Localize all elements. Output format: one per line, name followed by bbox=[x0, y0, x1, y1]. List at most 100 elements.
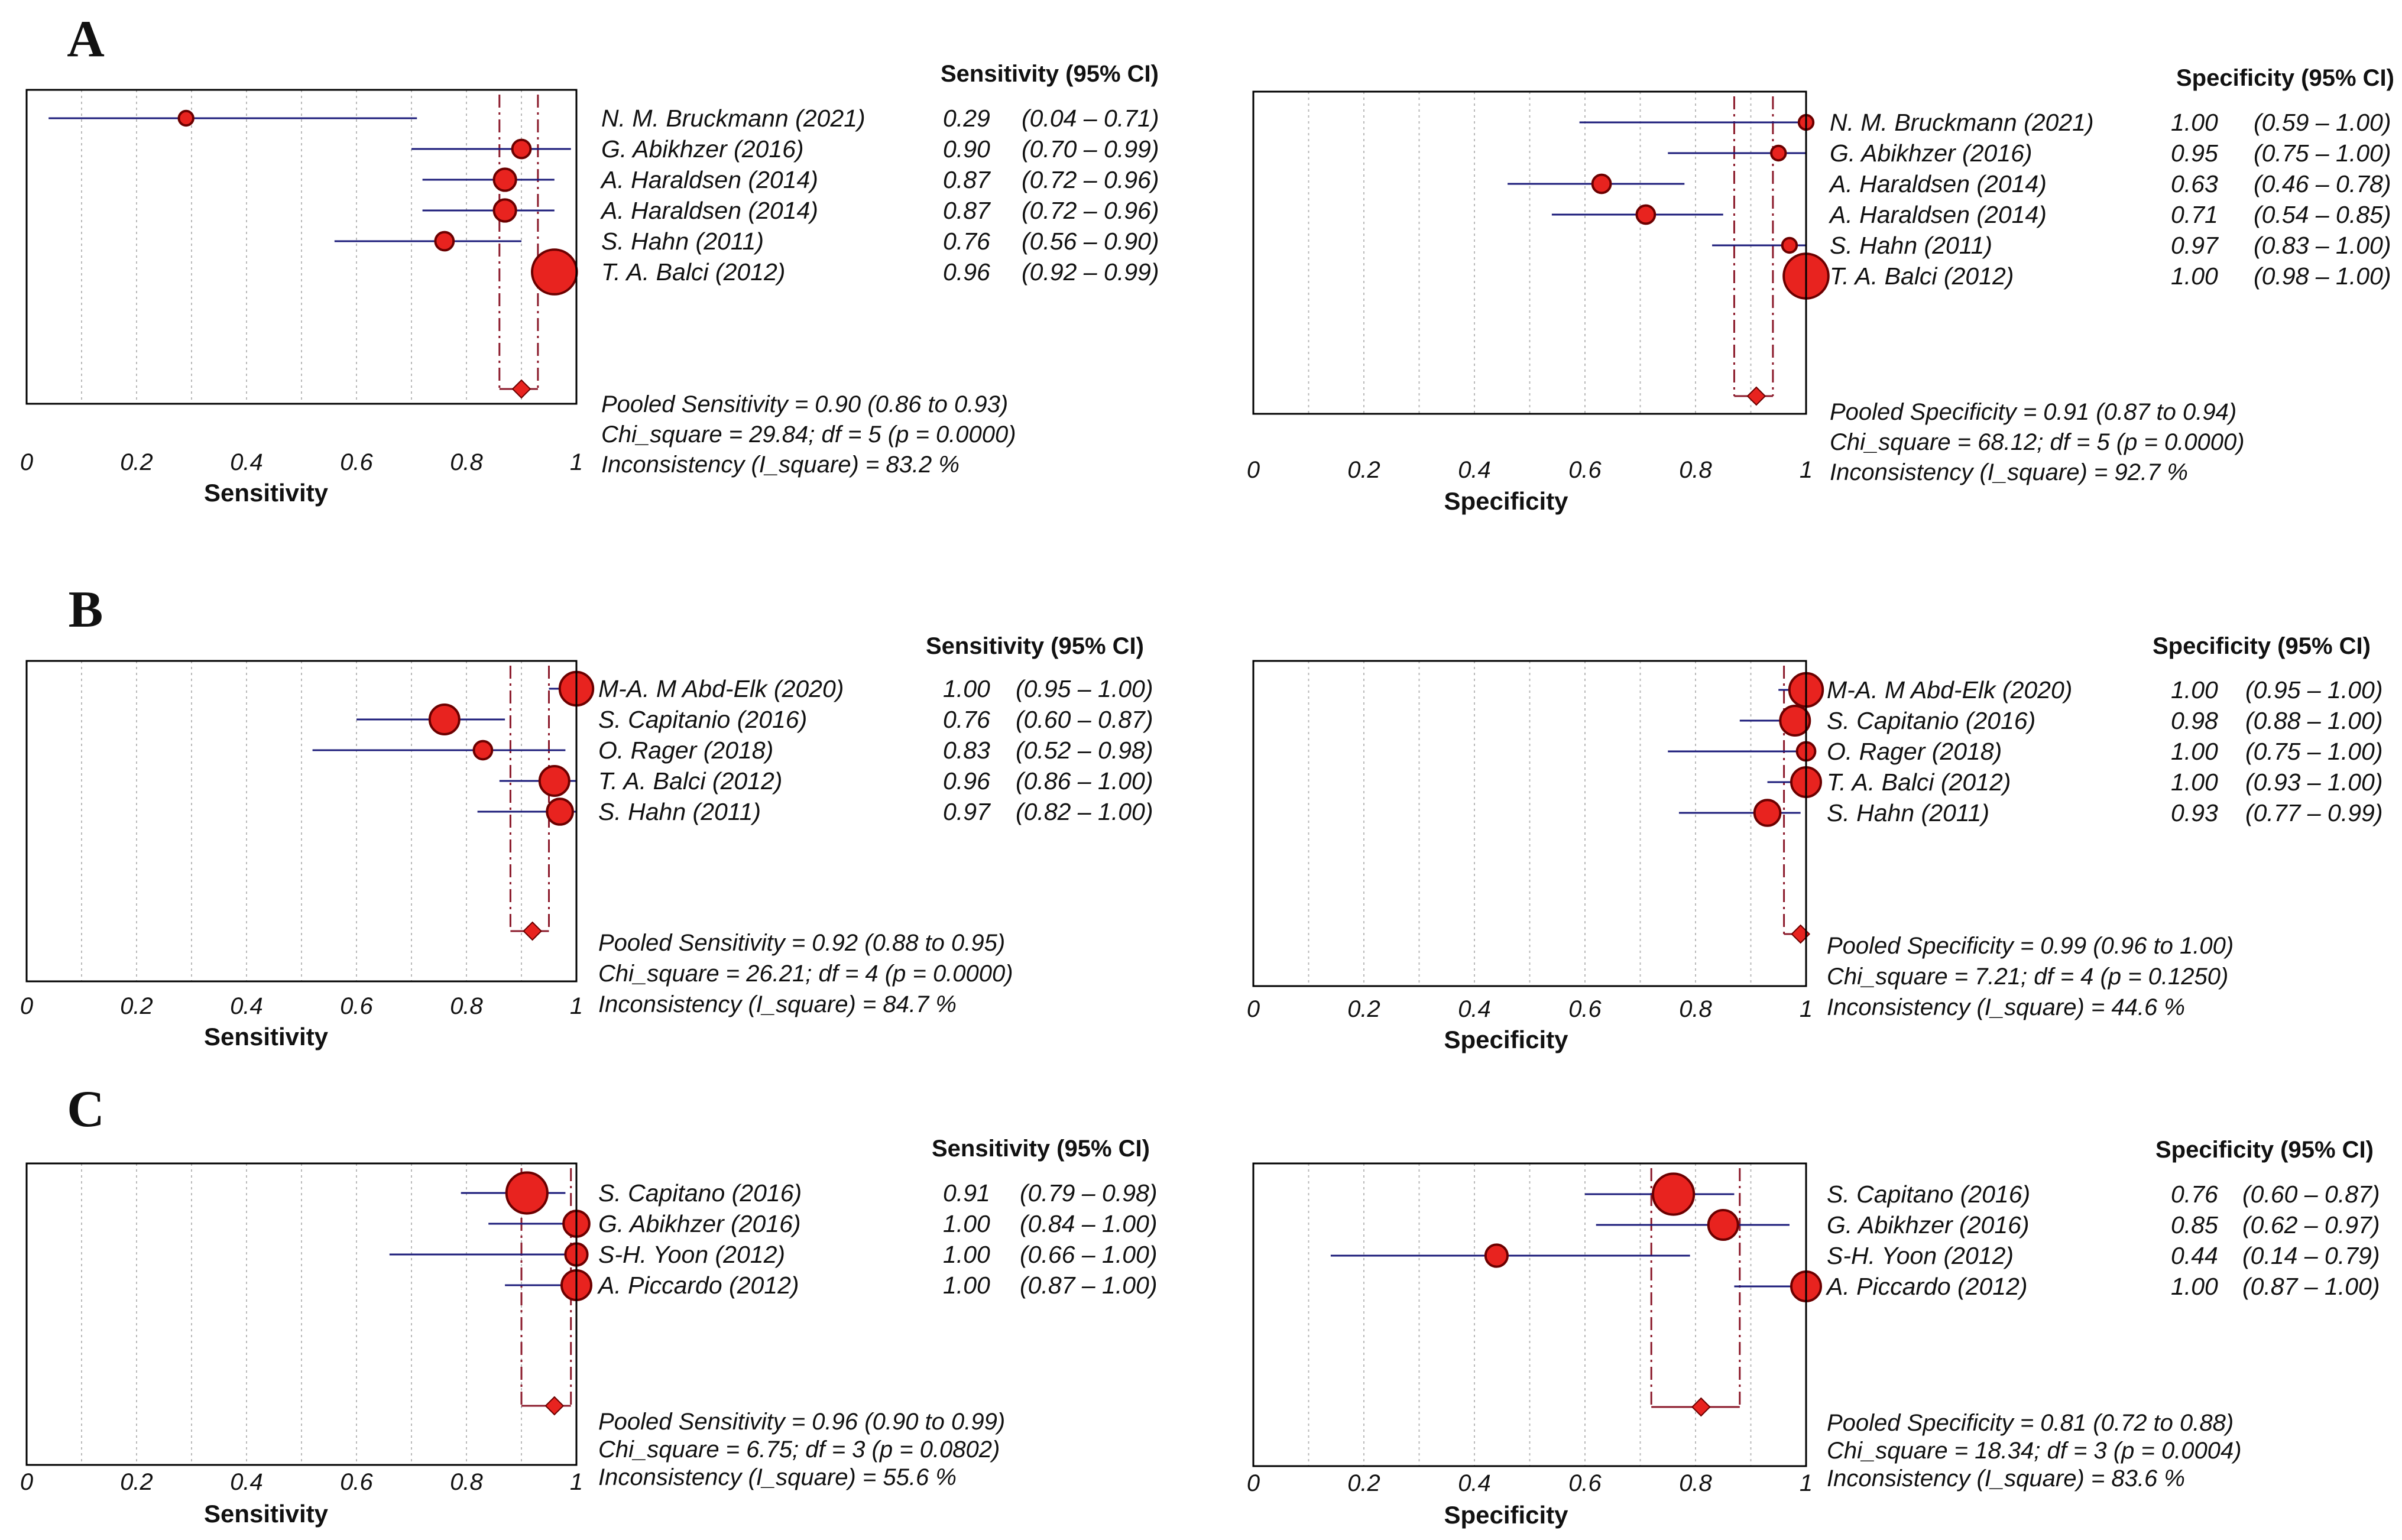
study-estimate-label: 1.00 bbox=[2171, 109, 2218, 136]
study-estimate-marker bbox=[505, 1171, 549, 1215]
pooled-estimate-diamond bbox=[1691, 1397, 1711, 1417]
study-estimate-label: 0.44 bbox=[2171, 1242, 2218, 1269]
study-ci-label: (0.84 – 1.00) bbox=[1020, 1210, 1158, 1237]
study-estimate-label: 0.96 bbox=[943, 767, 990, 795]
study-estimate-marker bbox=[1484, 1243, 1509, 1268]
x-tick-label: 0.4 bbox=[1458, 457, 1491, 483]
x-tick-label: 0 bbox=[1247, 457, 1260, 483]
study-name: N. M. Bruckmann (2021) bbox=[601, 105, 866, 132]
study-estimate-marker bbox=[531, 248, 578, 296]
study-estimate-label: 0.76 bbox=[2171, 1181, 2218, 1208]
study-name: S. Hahn (2011) bbox=[1827, 799, 1989, 826]
study-estimate-label: 0.90 bbox=[943, 135, 990, 163]
study-name: S-H. Yoon (2012) bbox=[1827, 1242, 2014, 1269]
study-ci-label: (0.70 – 0.99) bbox=[1022, 135, 1159, 163]
study-estimate-label: 0.87 bbox=[943, 166, 991, 193]
column-header: Specificity (95% CI) bbox=[2176, 65, 2394, 91]
x-tick-label: 1 bbox=[1800, 996, 1813, 1022]
x-tick-label: 0.6 bbox=[1568, 457, 1602, 483]
x-tick-label: 0 bbox=[1247, 996, 1260, 1022]
column-header: Specificity (95% CI) bbox=[2153, 633, 2371, 659]
pooled-estimate-diamond bbox=[523, 921, 543, 941]
study-name: G. Abikhzer (2016) bbox=[1827, 1211, 2030, 1239]
study-estimate-marker bbox=[511, 138, 532, 160]
x-tick-label: 1 bbox=[1800, 457, 1813, 483]
study-ci-label: (0.75 – 1.00) bbox=[2254, 140, 2391, 167]
pooled-stat-line: Chi_square = 29.84; df = 5 (p = 0.0000) bbox=[601, 422, 1016, 448]
x-tick-label: 1 bbox=[570, 449, 583, 475]
study-estimate-marker bbox=[1770, 144, 1787, 162]
x-tick-label: 0.8 bbox=[1679, 457, 1712, 483]
study-estimate-label: 0.96 bbox=[943, 258, 990, 286]
x-tick-label: 0.6 bbox=[340, 449, 373, 475]
study-estimate-label: 0.97 bbox=[2171, 232, 2219, 259]
study-ci-label: (0.59 – 1.00) bbox=[2254, 109, 2391, 136]
column-header: Sensitivity (95% CI) bbox=[932, 1136, 1150, 1162]
x-tick-label: 0 bbox=[20, 993, 33, 1019]
x-tick-label: 0.6 bbox=[1568, 996, 1602, 1022]
study-estimate-label: 1.00 bbox=[2171, 738, 2218, 765]
x-tick-label: 0.2 bbox=[120, 1469, 153, 1495]
study-estimate-label: 0.91 bbox=[943, 1179, 990, 1207]
study-name: S. Capitano (2016) bbox=[1827, 1181, 2030, 1208]
study-name: S. Hahn (2011) bbox=[601, 228, 764, 255]
x-tick-label: 0.6 bbox=[340, 1469, 373, 1495]
plot-frame bbox=[25, 1162, 578, 1466]
pooled-stat-line: Pooled Sensitivity = 0.92 (0.88 to 0.95) bbox=[598, 930, 1005, 956]
study-name: S. Hahn (2011) bbox=[1830, 232, 1992, 259]
study-estimate-label: 1.00 bbox=[943, 1210, 990, 1237]
study-estimate-label: 0.76 bbox=[943, 228, 990, 255]
study-estimate-label: 0.76 bbox=[943, 706, 990, 733]
study-ci-label: (0.52 – 0.98) bbox=[1016, 737, 1153, 764]
x-tick-label: 0.8 bbox=[450, 993, 483, 1019]
pooled-stat-line: Inconsistency (I_square) = 84.7 % bbox=[598, 991, 957, 1017]
pooled-stat-line: Chi_square = 6.75; df = 3 (p = 0.0802) bbox=[598, 1437, 1000, 1463]
pooled-stat-line: Chi_square = 26.21; df = 4 (p = 0.0000) bbox=[598, 961, 1013, 987]
study-estimate-marker bbox=[1591, 173, 1612, 194]
study-estimate-marker bbox=[1781, 236, 1798, 254]
study-estimate-label: 0.83 bbox=[943, 737, 990, 764]
study-estimate-label: 1.00 bbox=[943, 1272, 990, 1299]
study-estimate-marker bbox=[434, 231, 455, 252]
study-estimate-marker bbox=[1779, 705, 1811, 737]
study-ci-label: (0.98 – 1.00) bbox=[2254, 262, 2391, 290]
x-tick-label: 0.2 bbox=[1347, 996, 1380, 1022]
study-estimate-label: 1.00 bbox=[2171, 1273, 2218, 1300]
study-estimate-label: 0.93 bbox=[2171, 799, 2218, 826]
study-estimate-label: 1.00 bbox=[2171, 769, 2218, 796]
x-tick-label: 0.6 bbox=[340, 993, 373, 1019]
pooled-stat-line: Inconsistency (I_square) = 55.6 % bbox=[598, 1464, 957, 1490]
study-ci-label: (0.77 – 0.99) bbox=[2245, 799, 2383, 826]
study-name: A. Piccardo (2012) bbox=[1825, 1273, 2028, 1300]
study-ci-label: (0.79 – 0.98) bbox=[1020, 1179, 1158, 1207]
x-tick-label: 0.4 bbox=[230, 1469, 263, 1495]
study-name: M-A. M Abd-Elk (2020) bbox=[1827, 676, 2072, 703]
study-name: A. Haraldsen (2014) bbox=[599, 197, 818, 224]
x-tick-label: 0.2 bbox=[120, 993, 153, 1019]
study-estimate-marker bbox=[1707, 1209, 1739, 1241]
study-name: S-H. Yoon (2012) bbox=[598, 1241, 785, 1268]
study-ci-label: (0.82 – 1.00) bbox=[1016, 798, 1153, 825]
study-estimate-marker bbox=[492, 198, 517, 223]
x-tick-label: 0 bbox=[1247, 1470, 1260, 1496]
study-ci-label: (0.60 – 0.87) bbox=[2242, 1181, 2380, 1208]
panel-label: B bbox=[69, 581, 103, 638]
plot-frame bbox=[1252, 660, 1807, 987]
x-tick-label: 0 bbox=[20, 1469, 33, 1495]
pooled-estimate-diamond bbox=[511, 379, 531, 399]
study-ci-label: (0.56 – 0.90) bbox=[1022, 228, 1159, 255]
pooled-stat-line: Inconsistency (I_square) = 83.6 % bbox=[1827, 1466, 2185, 1492]
study-estimate-label: 1.00 bbox=[943, 1241, 990, 1268]
study-estimate-marker bbox=[1652, 1172, 1696, 1216]
panel-label: C bbox=[67, 1081, 105, 1138]
plot-frame bbox=[1252, 1162, 1807, 1467]
pooled-stat-line: Chi_square = 7.21; df = 4 (p = 0.1250) bbox=[1827, 964, 2228, 990]
study-name: S. Capitanio (2016) bbox=[1827, 707, 2035, 734]
study-estimate-marker bbox=[177, 109, 195, 127]
study-ci-label: (0.87 – 1.00) bbox=[2242, 1273, 2380, 1300]
study-name: T. A. Balci (2012) bbox=[1830, 262, 2014, 290]
x-tick-label: 0.6 bbox=[1568, 1470, 1602, 1496]
study-estimate-marker bbox=[1753, 799, 1782, 827]
x-tick-label: 0.8 bbox=[1679, 1470, 1712, 1496]
